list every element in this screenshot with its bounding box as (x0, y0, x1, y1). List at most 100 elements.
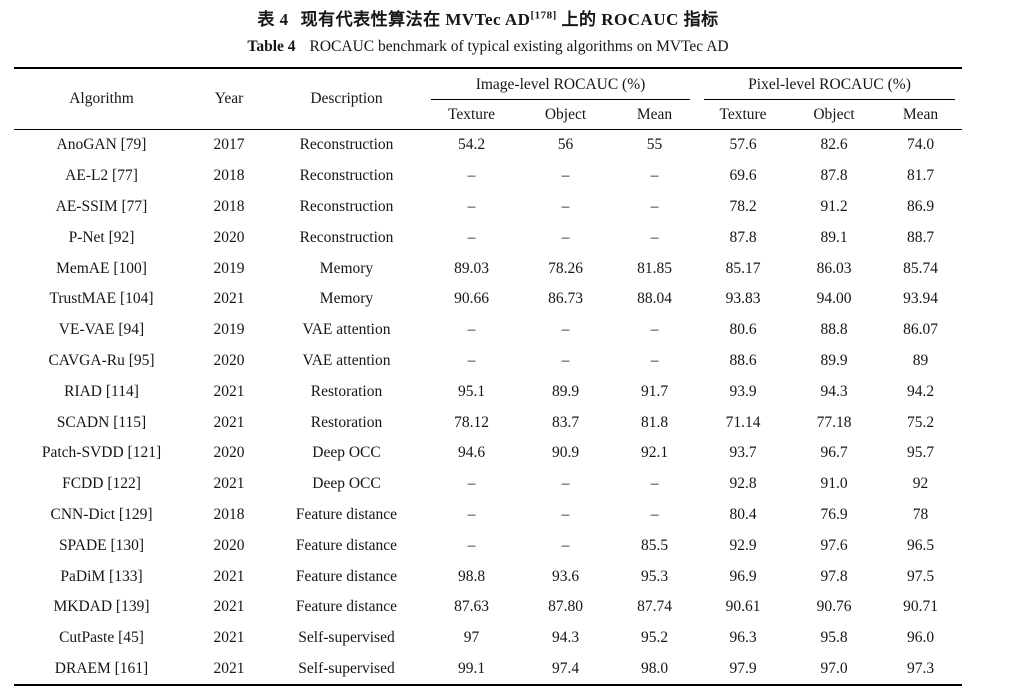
cell-year: 2021 (213, 567, 245, 585)
cell-description: Restoration (310, 413, 383, 431)
sub-header-image-object: Object (519, 100, 612, 130)
cell-pixel-object: 86.03 (816, 259, 852, 277)
table-row: P-Net [92] 2020 Reconstruction – – – 87.8 89.1 8… (14, 222, 962, 253)
cell-algorithm: FCDD [122] (62, 475, 141, 493)
table-row: CNN-Dict [129] 2018 Feature distance – – – 80.… (14, 500, 962, 531)
cell-pixel-object: 97.8 (820, 567, 848, 585)
cell-algorithm: P-Net [92] (68, 228, 135, 246)
table-row: TrustMAE [104] 2021 Memory 90.66 86.73 88.04 9… (14, 284, 962, 315)
cell-algorithm: Patch-SVDD [121] (41, 444, 162, 462)
cell-description: Feature distance (295, 567, 398, 585)
cell-image-texture: 89.03 (454, 259, 489, 277)
cell-image-texture: 95.1 (457, 382, 486, 400)
table-row: MemAE [100] 2019 Memory 89.03 78.26 81.85 85.1… (14, 253, 962, 284)
cell-description: Restoration (310, 382, 383, 400)
cell-year: 2021 (213, 475, 245, 493)
cell-description: Feature distance (295, 536, 398, 554)
cell-image-mean: – (650, 351, 659, 369)
cell-pixel-texture: 92.8 (729, 475, 757, 493)
table-row: CutPaste [45] 2021 Self-supervised 97 94.3 95… (14, 623, 962, 654)
cell-description: Reconstruction (299, 167, 394, 185)
caption-zh-body: 现有代表性算法在 MVTec AD (300, 10, 531, 29)
cell-pixel-object: 97.6 (820, 536, 848, 554)
cell-image-texture: 54.2 (457, 136, 486, 154)
table-row: RIAD [114] 2021 Restoration 95.1 89.9 91.7 93.… (14, 376, 962, 407)
cell-image-texture: – (467, 167, 476, 185)
cell-image-texture: 99.1 (457, 659, 486, 677)
cell-image-texture: 97 (463, 629, 480, 647)
cell-pixel-object: 77.18 (816, 413, 852, 431)
cell-algorithm: SCADN [115] (56, 413, 147, 431)
cell-image-mean: 95.3 (640, 567, 669, 585)
cell-year: 2019 (213, 321, 245, 339)
cell-pixel-texture: 93.7 (729, 444, 757, 462)
cell-image-mean: – (650, 167, 659, 185)
sub-header-image-mean: Mean (612, 100, 697, 130)
table-row: VE-VAE [94] 2019 VAE attention – – – 80.6 88.8 8… (14, 315, 962, 346)
cell-description: Self-supervised (298, 629, 395, 647)
cell-pixel-object: 97.0 (820, 659, 848, 677)
cell-image-mean: – (650, 321, 659, 339)
cell-image-mean: 88.04 (637, 290, 672, 308)
cell-pixel-mean: 85.74 (903, 259, 938, 277)
cell-image-texture: – (467, 536, 476, 554)
cell-image-object: – (561, 197, 570, 215)
cell-algorithm: DRAEM [161] (54, 659, 149, 677)
cell-image-mean: 87.74 (637, 598, 672, 616)
cell-image-object: 78.26 (548, 259, 583, 277)
cell-pixel-texture: 78.2 (729, 197, 757, 215)
cell-pixel-mean: 75.2 (906, 413, 935, 431)
table-caption-zh: 表 4 现有代表性算法在 MVTec AD[178] 上的 ROCAUC 指标 (14, 8, 962, 32)
cell-image-object: 90.9 (551, 444, 580, 462)
cell-pixel-object: 96.7 (820, 444, 848, 462)
cell-image-object: 89.9 (551, 382, 580, 400)
table-row: FCDD [122] 2021 Deep OCC – – – 92.8 91.0 92 (14, 469, 962, 500)
cell-year: 2021 (213, 629, 245, 647)
cell-pixel-object: 90.76 (816, 598, 852, 616)
cell-pixel-object: 91.0 (820, 475, 848, 493)
cell-image-object: 93.6 (551, 567, 580, 585)
cell-description: Self-supervised (298, 659, 395, 677)
cell-year: 2021 (213, 382, 245, 400)
cell-image-object: 86.73 (548, 290, 583, 308)
cell-image-texture: – (467, 505, 476, 523)
table-caption-en: Table 4 ROCAUC benchmark of typical exist… (14, 36, 962, 58)
cell-image-object: 83.7 (551, 413, 580, 431)
table-row: PaDiM [133] 2021 Feature distance 98.8 93.6 9… (14, 561, 962, 592)
cell-algorithm: SPADE [130] (58, 536, 145, 554)
header-sub-row: Texture Object Mean Texture Object Mean (14, 100, 963, 130)
cell-image-object: 97.4 (551, 659, 580, 677)
cell-pixel-object: 91.2 (820, 197, 848, 215)
cell-description: Reconstruction (299, 136, 394, 154)
cell-pixel-mean: 93.94 (903, 290, 938, 308)
cell-image-mean: 55 (646, 136, 663, 154)
cell-algorithm: TrustMAE [104] (49, 290, 154, 308)
cell-algorithm: AnoGAN [79] (56, 136, 147, 154)
table-row: AnoGAN [79] 2017 Reconstruction 54.2 56 55 57.… (14, 130, 962, 161)
cell-year: 2019 (213, 259, 245, 277)
cell-pixel-mean: 97.3 (906, 659, 935, 677)
cell-pixel-texture: 71.14 (725, 413, 761, 431)
cell-pixel-mean: 90.71 (903, 598, 938, 616)
caption-en-label: Table 4 (247, 38, 296, 55)
cell-image-texture: 90.66 (454, 290, 489, 308)
cell-pixel-object: 82.6 (820, 136, 848, 154)
cell-pixel-mean: 96.0 (906, 629, 935, 647)
cell-image-mean: 85.5 (640, 536, 669, 554)
cell-image-mean: – (650, 475, 659, 493)
table-row: DRAEM [161] 2021 Self-supervised 99.1 97.4 98… (14, 654, 962, 686)
cell-pixel-mean: 86.07 (903, 321, 938, 339)
cell-image-texture: – (467, 228, 476, 246)
cell-pixel-object: 94.00 (816, 290, 852, 308)
cell-image-mean: – (650, 197, 659, 215)
cell-pixel-object: 87.8 (820, 167, 848, 185)
cell-year: 2018 (213, 167, 245, 185)
cell-image-object: – (561, 475, 570, 493)
cell-pixel-texture: 93.83 (725, 290, 761, 308)
cell-pixel-object: 88.8 (820, 321, 848, 339)
table-row: SPADE [130] 2020 Feature distance – – 85.5 92.… (14, 530, 962, 561)
cell-description: Reconstruction (299, 197, 394, 215)
cell-year: 2020 (213, 444, 245, 462)
cell-pixel-mean: 78 (912, 505, 929, 523)
cell-pixel-texture: 87.8 (729, 228, 757, 246)
